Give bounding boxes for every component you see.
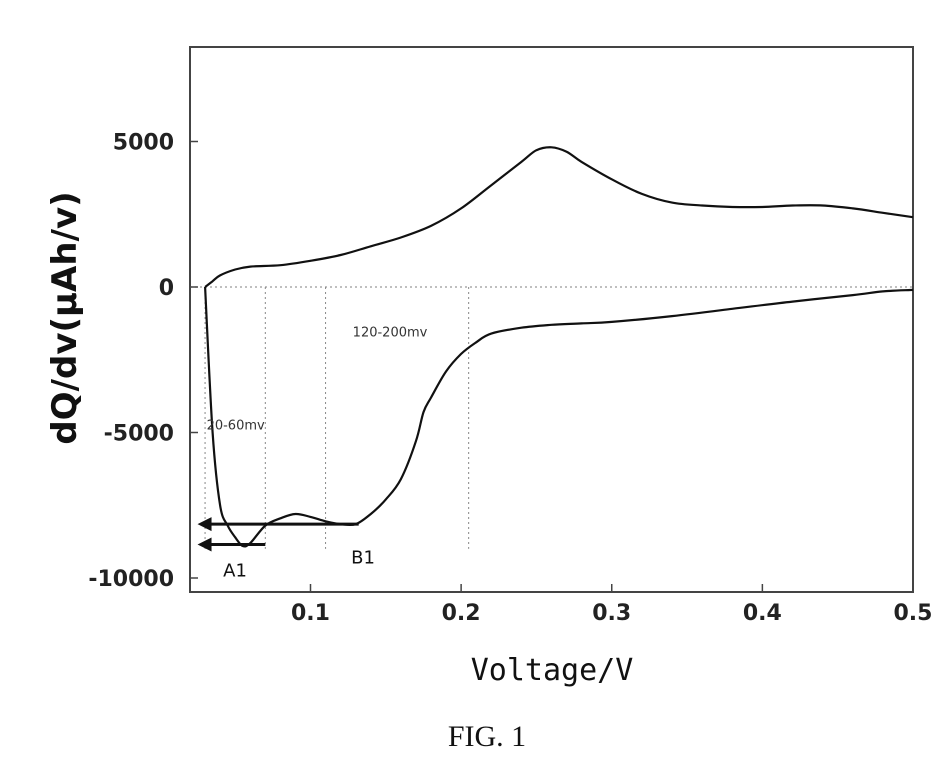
x-axis-ticks: 0.1 0.2 0.3 0.4 0.5 (291, 584, 932, 626)
y-axis-label: dQ/dv(μAh/v) (45, 191, 85, 444)
y-axis-ticks: 5000 0 -5000 -10000 (88, 131, 198, 593)
upper-curve (205, 147, 913, 287)
plot-frame (190, 47, 913, 592)
x-tick-label: 0.5 (894, 601, 933, 626)
arrow-head (198, 538, 212, 552)
lower-curve (205, 287, 913, 546)
y-tick-label: 5000 (113, 131, 174, 156)
x-tick-label: 0.3 (592, 601, 631, 626)
y-tick-label: -5000 (104, 422, 174, 447)
x-axis-label: Voltage/V (471, 653, 634, 688)
x-tick-label: 0.1 (291, 601, 330, 626)
range-annotation: 20-60mv (207, 419, 265, 434)
figure-caption: FIG. 1 (448, 720, 526, 753)
range-annotation: 120-200mv (353, 325, 428, 340)
y-tick-label: -10000 (88, 567, 174, 592)
arrow-head (198, 517, 212, 531)
x-tick-label: 0.4 (743, 601, 782, 626)
curves (205, 147, 913, 546)
peak-marker-label: B1 (351, 547, 375, 568)
y-tick-label: 0 (159, 276, 174, 301)
x-tick-label: 0.2 (442, 601, 481, 626)
peak-marker-label: A1 (223, 561, 247, 582)
